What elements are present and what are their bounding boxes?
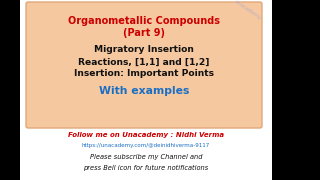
Text: Organometallic Compounds: Organometallic Compounds: [68, 16, 220, 26]
Text: unacademy: unacademy: [234, 0, 262, 21]
Text: Migratory Insertion: Migratory Insertion: [94, 46, 194, 55]
Text: Follow me on Unacademy : Nidhi Verma: Follow me on Unacademy : Nidhi Verma: [68, 132, 224, 138]
Text: https://unacademy.com/@deinidhiverma-9117: https://unacademy.com/@deinidhiverma-911…: [82, 143, 210, 147]
Text: Please subscribe my Channel and: Please subscribe my Channel and: [90, 154, 202, 160]
Text: press Bell icon for future notifications: press Bell icon for future notifications: [84, 165, 209, 171]
Text: Reactions, [1,1] and [1,2]: Reactions, [1,1] and [1,2]: [78, 57, 210, 66]
Text: With examples: With examples: [99, 86, 189, 96]
Text: (Part 9): (Part 9): [123, 28, 165, 38]
FancyBboxPatch shape: [20, 0, 272, 180]
FancyBboxPatch shape: [26, 2, 262, 128]
Text: Insertion: Important Points: Insertion: Important Points: [74, 69, 214, 78]
